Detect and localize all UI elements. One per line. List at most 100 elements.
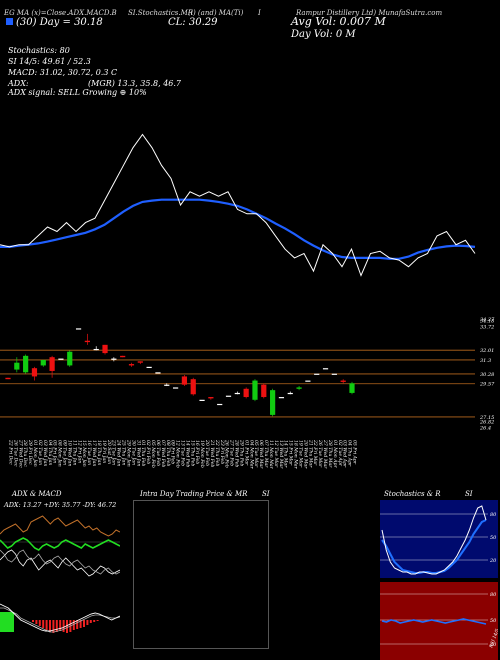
macd-hist-bar-10 xyxy=(66,620,68,633)
rsi-tick-2: 20 xyxy=(489,642,497,648)
macd-hist-bar-1 xyxy=(35,620,38,624)
candle-body-13 xyxy=(120,355,126,358)
macd-hist-bar-5 xyxy=(49,620,51,632)
candle-body-35 xyxy=(314,373,320,375)
date-label-50: 05 Tue Mar xyxy=(253,440,259,468)
macd-hist-bar-12 xyxy=(72,620,75,630)
date-label-41: 21 Wed Feb xyxy=(209,439,215,467)
candle-body-8 xyxy=(75,328,82,330)
macd-hist-bar-17 xyxy=(89,620,92,623)
date-label-52: 07 Thu Mar xyxy=(263,440,269,468)
date-label-5: 01 Mon Jan xyxy=(32,440,38,467)
macd-signal-line xyxy=(0,607,120,633)
date-label-42: 22 Thu Feb xyxy=(214,439,220,466)
candle-body-0 xyxy=(5,377,11,380)
rsi-tick-1: 50 xyxy=(490,618,497,624)
header-line1: EG MA (x)=Close.ADX.MACD.B xyxy=(4,9,117,17)
date-label-67: 02 Tue Apr xyxy=(337,440,343,467)
candle-body-3 xyxy=(31,368,38,377)
stoch-d-line xyxy=(381,519,487,574)
date-label-26: 31 Wed Jan xyxy=(135,440,141,466)
date-label-60: 20 Wed Mar xyxy=(302,439,308,469)
candle-body-18 xyxy=(164,384,170,386)
date-label-31: 07 Wed Feb xyxy=(160,440,166,467)
date-label-30: 06 Tue Feb xyxy=(155,440,161,466)
candle-body-9 xyxy=(84,340,90,343)
adx-panel-bg xyxy=(0,500,120,582)
date-label-14: 12 Fri Jan xyxy=(76,440,82,463)
macd-panel xyxy=(0,598,120,658)
date-label-35: 13 Tue Feb xyxy=(180,440,186,466)
date-label-32: 08 Thu Feb xyxy=(165,440,171,466)
date-label-62: 22 Fri Mar xyxy=(312,439,318,466)
macd-hist-bar-9 xyxy=(62,620,65,632)
candle-body-16 xyxy=(146,366,152,369)
date-label-47: 29 Thu Feb xyxy=(239,439,245,466)
candle-body-7 xyxy=(67,351,73,366)
date-label-23: 25 Thu Jan xyxy=(121,439,127,465)
candle-body-38 xyxy=(340,380,346,382)
macd-hist-bar-4 xyxy=(45,620,48,630)
legend-box-icon xyxy=(6,18,13,25)
ytick-label-4: 31.3 xyxy=(480,358,491,364)
ytick-label-8: 26.82 xyxy=(479,419,494,425)
macd-hist-bar-16 xyxy=(86,620,89,625)
candlestick-chart: 34.2734.1833.7232.0131.330.2829.5727.152… xyxy=(0,317,495,431)
candle-body-29 xyxy=(261,384,267,398)
avg-vol: Avg Vol: 0.007 M xyxy=(291,15,386,28)
ytick-label-1: 34.18 xyxy=(480,318,494,324)
macd-hist-bar-19 xyxy=(96,620,99,621)
date-label-1: 26 Tue Dec xyxy=(12,439,18,467)
ytick-label-3: 32.01 xyxy=(480,348,494,354)
header-line1c: (i) (and) MA(Ti) xyxy=(188,9,244,17)
date-label-15: 15 Mon Jan xyxy=(81,440,87,467)
date-label-37: 15 Thu Feb xyxy=(189,440,195,466)
date-label-40: 20 Tue Feb xyxy=(204,439,210,466)
date-axis: 22 Fri Dec 26 Tue Dec 27 Wed Dec 28 Thu Dec… xyxy=(8,439,358,470)
ytick-label-2: 33.72 xyxy=(480,325,494,331)
candle-body-10 xyxy=(93,348,99,351)
candle-body-23 xyxy=(208,397,214,399)
date-label-69: 04 Thu Apr xyxy=(347,440,353,467)
candle-body-19 xyxy=(172,387,179,389)
date-label-6: 02 Tue Jan xyxy=(37,440,43,465)
date-label-59: 19 Tue Mar xyxy=(297,440,303,468)
date-label-53: 11 Mon Mar xyxy=(268,440,274,470)
date-label-39: 19 Mon Feb xyxy=(199,440,205,468)
adx-panel-values: ADX: 13.27 +DY: 35.77 -DY: 46.72 xyxy=(4,501,117,509)
adx-macd-title: ADX & MACD xyxy=(12,490,62,498)
date-label-57: 15 Fri Mar xyxy=(288,440,294,466)
candle-body-37 xyxy=(331,373,337,375)
date-label-46: 28 Wed Feb xyxy=(234,439,240,467)
date-label-19: 19 Fri Jan xyxy=(101,440,107,463)
candle-body-28 xyxy=(252,380,258,400)
date-label-51: 06 Wed Mar xyxy=(258,440,264,469)
header-line1d: I xyxy=(258,9,261,17)
macd-hist-bar-6 xyxy=(52,620,55,633)
candle-body-34 xyxy=(305,380,311,382)
date-label-4: 29 Fri Dec xyxy=(27,439,33,465)
date-label-48: 01 Fri Mar xyxy=(243,440,249,466)
adx-readout: ADX: xyxy=(8,79,29,88)
rsi-line xyxy=(381,618,487,625)
date-label-27: 01 Thu Feb xyxy=(140,440,146,466)
macd-hist-bar-2 xyxy=(38,620,41,626)
date-label-70: 05 Fri Apr xyxy=(352,440,358,465)
date-label-16: 16 Tue Jan xyxy=(86,440,92,465)
date-label-7: 03 Wed Jan xyxy=(42,440,48,466)
adx-panel xyxy=(0,500,120,582)
intraday-panel xyxy=(133,500,269,649)
intraday-si: SI xyxy=(262,490,270,498)
date-label-29: 05 Mon Feb xyxy=(150,440,156,468)
ytick-label-5: 30.28 xyxy=(480,372,494,378)
stoch-title: Stochastics & R xyxy=(384,490,441,498)
date-label-58: 18 Mon Mar xyxy=(293,440,299,470)
date-label-64: 27 Wed Mar xyxy=(322,439,328,469)
date-label-65: 28 Thu Mar xyxy=(327,439,333,468)
candle-body-27 xyxy=(243,388,249,398)
macd-hist-bar-14 xyxy=(79,620,82,628)
candle-body-15 xyxy=(137,361,143,363)
date-label-0: 22 Fri Dec xyxy=(8,439,14,465)
date-label-21: 23 Tue Jan xyxy=(111,439,117,465)
date-label-12: 10 Wed Jan xyxy=(67,440,73,466)
